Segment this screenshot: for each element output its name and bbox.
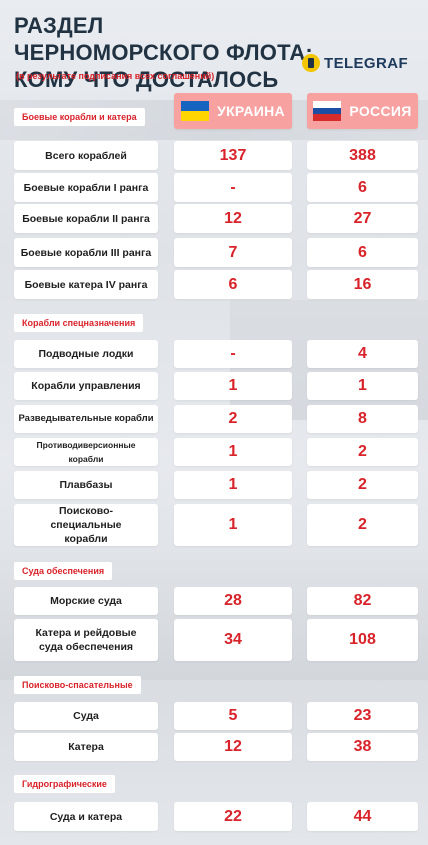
row-value-ukraine: 7 (174, 238, 292, 267)
subtitle: (в результате подписания всех соглашений… (16, 71, 215, 81)
row-value-russia: 23 (307, 702, 418, 730)
row-value-ukraine: 1 (174, 372, 292, 400)
row-value-ukraine: - (174, 340, 292, 368)
row-label: Поисково-специальные корабли (14, 504, 158, 546)
row-value-ukraine: 22 (174, 802, 292, 831)
column-header-ukraine: УКРАИНА (174, 93, 292, 129)
row-label: Разведывательные корабли (14, 405, 158, 433)
row-label: Суда и катера (14, 802, 158, 831)
row-value-ukraine: - (174, 173, 292, 202)
row-value-ukraine: 12 (174, 733, 292, 761)
row-label: Боевые корабли II ранга (14, 204, 158, 233)
russia-flag-icon (313, 101, 342, 122)
row-value-russia: 44 (307, 802, 418, 831)
row-value-ukraine: 1 (174, 438, 292, 466)
row-value-ukraine: 1 (174, 471, 292, 499)
row-label: Всего кораблей (14, 141, 158, 170)
section-label-combat: Боевые корабли и катера (14, 108, 145, 126)
row-value-russia: 2 (307, 471, 418, 499)
row-value-ukraine: 6 (174, 270, 292, 299)
row-value-russia: 108 (307, 619, 418, 661)
row-value-russia: 2 (307, 438, 418, 466)
section-label-special: Корабли спецназначения (14, 314, 144, 332)
column-header-russia: РОССИЯ (307, 93, 418, 129)
column-label-ukraine: УКРАИНА (217, 103, 285, 119)
title-line-2: КОМУ ЧТО ДОСТАЛОСЬ (14, 67, 279, 92)
row-label: Суда (14, 702, 158, 730)
row-label: Катера (14, 733, 158, 761)
row-label: Корабли управления (14, 372, 158, 400)
row-value-russia: 82 (307, 587, 418, 615)
row-value-ukraine: 2 (174, 405, 292, 433)
row-label: Плавбазы (14, 471, 158, 499)
row-label: Боевые катера IV ранга (14, 270, 158, 299)
row-label: Катера и рейдовые суда обеспечения (14, 619, 158, 661)
section-label-rescue: Поисково-спасательные (14, 676, 141, 694)
ukraine-flag-icon (181, 101, 210, 121)
row-value-russia: 8 (307, 405, 418, 433)
row-label: Противодиверсионные корабли (14, 438, 158, 466)
row-value-ukraine: 28 (174, 587, 292, 615)
row-label: Боевые корабли III ранга (14, 238, 158, 267)
page-title: РАЗДЕЛ ЧЕРНОМОРСКОГО ФЛОТА: КОМУ ЧТО ДОС… (14, 12, 314, 93)
row-value-russia: 27 (307, 204, 418, 233)
row-value-russia: 6 (307, 238, 418, 267)
section-label-support: Суда обеспечения (14, 562, 113, 580)
row-value-russia: 6 (307, 173, 418, 202)
row-label: Подводные лодки (14, 340, 158, 368)
row-value-ukraine: 12 (174, 204, 292, 233)
row-label: Боевые корабли I ранга (14, 173, 158, 202)
section-label-hydrographic: Гидрографические (14, 775, 115, 793)
row-value-russia: 1 (307, 372, 418, 400)
brand-name: TELEGRAF (324, 54, 409, 72)
row-value-russia: 38 (307, 733, 418, 761)
row-value-ukraine: 5 (174, 702, 292, 730)
row-value-russia: 4 (307, 340, 418, 368)
row-value-russia: 2 (307, 504, 418, 546)
row-value-russia: 16 (307, 270, 418, 299)
row-value-ukraine: 34 (174, 619, 292, 661)
row-value-ukraine: 137 (174, 141, 292, 170)
row-value-russia: 388 (307, 141, 418, 170)
column-label-russia: РОССИЯ (349, 103, 412, 119)
brand-logo: TELEGRAF (302, 53, 408, 73)
row-value-ukraine: 1 (174, 504, 292, 546)
telegraf-logo-icon (302, 54, 320, 72)
row-label: Морские суда (14, 587, 158, 615)
title-line-1: РАЗДЕЛ ЧЕРНОМОРСКОГО ФЛОТА: (14, 13, 313, 65)
